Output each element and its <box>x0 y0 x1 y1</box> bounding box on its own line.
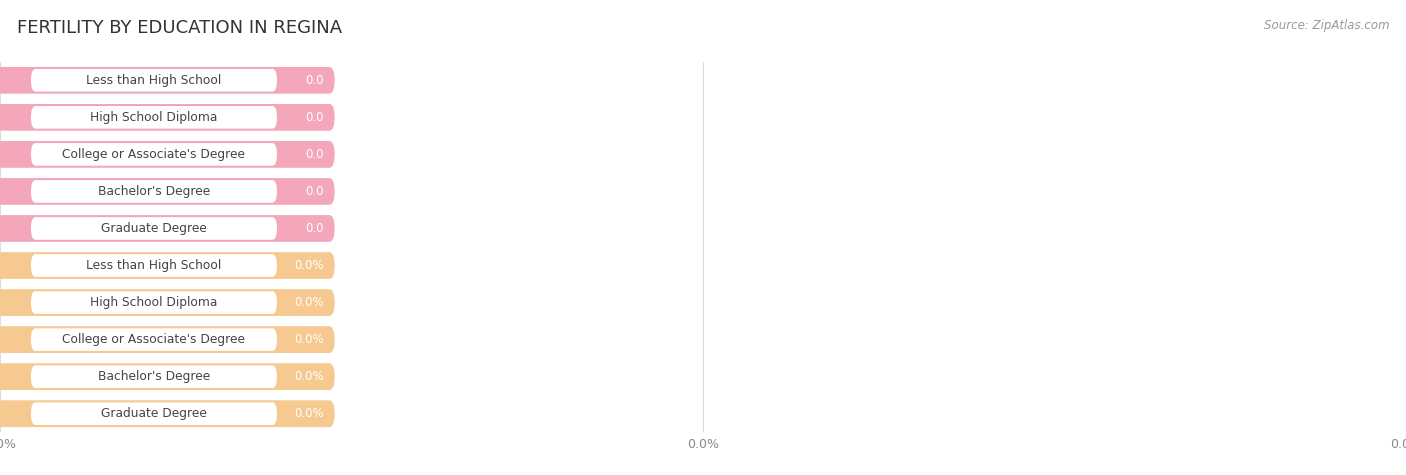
FancyBboxPatch shape <box>0 400 335 427</box>
FancyBboxPatch shape <box>0 400 335 427</box>
FancyBboxPatch shape <box>0 67 335 94</box>
FancyBboxPatch shape <box>0 252 335 279</box>
FancyBboxPatch shape <box>0 363 335 390</box>
Text: Bachelor's Degree: Bachelor's Degree <box>98 370 209 383</box>
FancyBboxPatch shape <box>31 291 277 314</box>
Text: College or Associate's Degree: College or Associate's Degree <box>62 148 246 161</box>
FancyBboxPatch shape <box>0 289 335 316</box>
FancyBboxPatch shape <box>31 402 277 425</box>
FancyBboxPatch shape <box>0 252 335 279</box>
FancyBboxPatch shape <box>0 215 335 242</box>
Text: 0.0%: 0.0% <box>294 333 323 346</box>
Text: 0.0: 0.0 <box>305 222 323 235</box>
FancyBboxPatch shape <box>0 178 335 205</box>
Text: Graduate Degree: Graduate Degree <box>101 222 207 235</box>
Text: Bachelor's Degree: Bachelor's Degree <box>98 185 209 198</box>
Text: 0.0%: 0.0% <box>294 407 323 420</box>
FancyBboxPatch shape <box>0 326 335 353</box>
FancyBboxPatch shape <box>0 141 335 168</box>
FancyBboxPatch shape <box>0 326 335 353</box>
FancyBboxPatch shape <box>0 289 335 316</box>
Text: 0.0: 0.0 <box>305 185 323 198</box>
Text: 0.0%: 0.0% <box>294 259 323 272</box>
Text: FERTILITY BY EDUCATION IN REGINA: FERTILITY BY EDUCATION IN REGINA <box>17 19 342 37</box>
FancyBboxPatch shape <box>0 178 335 205</box>
FancyBboxPatch shape <box>0 363 335 390</box>
FancyBboxPatch shape <box>0 215 335 242</box>
Text: 0.0%: 0.0% <box>294 370 323 383</box>
Text: Less than High School: Less than High School <box>86 74 222 87</box>
Text: High School Diploma: High School Diploma <box>90 296 218 309</box>
Text: High School Diploma: High School Diploma <box>90 111 218 124</box>
Text: 0.0%: 0.0% <box>294 296 323 309</box>
Text: Less than High School: Less than High School <box>86 259 222 272</box>
FancyBboxPatch shape <box>31 254 277 277</box>
FancyBboxPatch shape <box>0 104 335 131</box>
FancyBboxPatch shape <box>31 180 277 203</box>
Text: 0.0: 0.0 <box>305 148 323 161</box>
FancyBboxPatch shape <box>31 143 277 166</box>
FancyBboxPatch shape <box>0 67 335 94</box>
Text: College or Associate's Degree: College or Associate's Degree <box>62 333 246 346</box>
Text: Source: ZipAtlas.com: Source: ZipAtlas.com <box>1264 19 1389 32</box>
FancyBboxPatch shape <box>31 365 277 388</box>
FancyBboxPatch shape <box>31 217 277 240</box>
FancyBboxPatch shape <box>0 141 335 168</box>
FancyBboxPatch shape <box>31 106 277 129</box>
FancyBboxPatch shape <box>31 69 277 92</box>
FancyBboxPatch shape <box>31 328 277 351</box>
Text: 0.0: 0.0 <box>305 74 323 87</box>
FancyBboxPatch shape <box>0 104 335 131</box>
Text: Graduate Degree: Graduate Degree <box>101 407 207 420</box>
Text: 0.0: 0.0 <box>305 111 323 124</box>
